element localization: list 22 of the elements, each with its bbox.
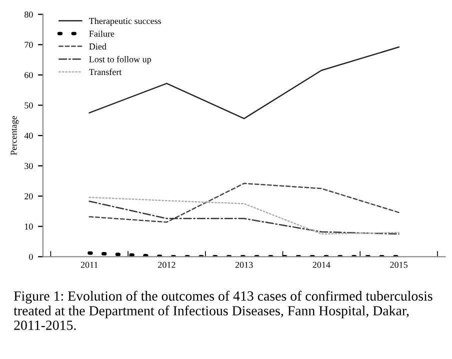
y-tick-label: 60 — [24, 72, 33, 78]
legend-label: Lost to follow up — [89, 56, 151, 64]
x-tick-label: 2012 — [158, 262, 176, 268]
legend-label: Died — [89, 43, 106, 50]
y-axis-title: Percentage — [10, 116, 19, 156]
legend-label: Transfert — [89, 68, 122, 76]
x-tick-label: 2011 — [80, 262, 98, 268]
legend-label: Therapeutic success — [89, 18, 162, 26]
x-tick-label: 2014 — [312, 262, 330, 268]
y-tick-label: 70 — [24, 42, 33, 48]
x-tick-label: 2015 — [390, 262, 408, 268]
y-tick-label: 0 — [29, 254, 33, 260]
y-tick-label: 10 — [24, 224, 33, 230]
x-tick-label: 2013 — [235, 262, 253, 268]
legend-label: Failure — [89, 30, 114, 37]
y-tick-label: 20 — [24, 193, 33, 200]
y-tick-label: 50 — [24, 102, 33, 108]
line-series — [88, 182, 400, 223]
y-tick-label: 30 — [24, 162, 33, 170]
y-tick-label: 80 — [24, 11, 33, 18]
y-tick-label: 40 — [24, 132, 33, 139]
caption: Figure 1: Evolution of the outcomes of 413 cases of confirmed tuberculosis treated at the Department of Infectious Diseases, Fann Hospital, Dakar, 2011-2015. — [14, 290, 432, 330]
